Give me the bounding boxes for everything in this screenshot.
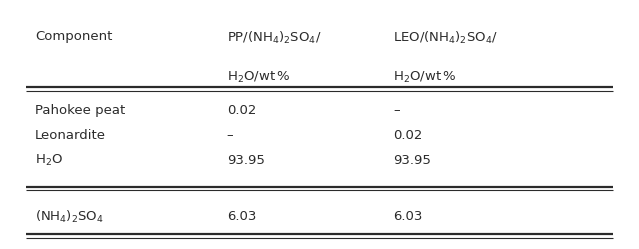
Text: Leonardite: Leonardite	[35, 129, 106, 142]
Text: 0.02: 0.02	[227, 104, 256, 117]
Text: 93.95: 93.95	[227, 154, 265, 167]
Text: Component: Component	[35, 30, 112, 43]
Text: H$_2$O: H$_2$O	[35, 153, 63, 168]
Text: –: –	[227, 129, 233, 142]
Text: PP/(NH$_4$)$_2$SO$_4$/: PP/(NH$_4$)$_2$SO$_4$/	[227, 30, 321, 46]
Text: H$_2$O/wt %: H$_2$O/wt %	[227, 70, 291, 85]
Text: LEO/(NH$_4$)$_2$SO$_4$/: LEO/(NH$_4$)$_2$SO$_4$/	[393, 30, 498, 46]
Text: H$_2$O/wt %: H$_2$O/wt %	[393, 70, 457, 85]
Text: 93.95: 93.95	[393, 154, 431, 167]
Text: Pahokee peat: Pahokee peat	[35, 104, 125, 117]
Text: 0.02: 0.02	[393, 129, 422, 142]
Text: 6.03: 6.03	[393, 210, 422, 223]
Text: –: –	[393, 104, 399, 117]
Text: 6.03: 6.03	[227, 210, 256, 223]
Text: (NH$_4$)$_2$SO$_4$: (NH$_4$)$_2$SO$_4$	[35, 209, 104, 225]
